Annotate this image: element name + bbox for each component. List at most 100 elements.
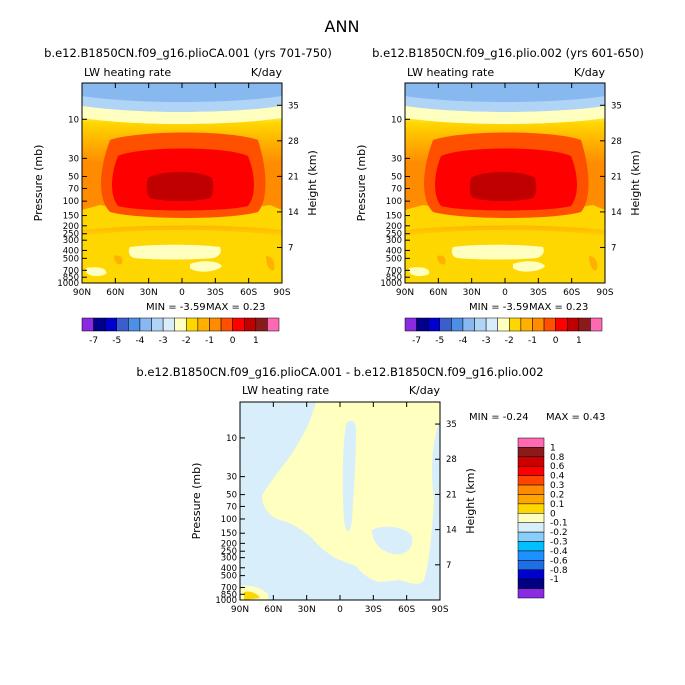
panel-3-min-label: MIN = -0.24 xyxy=(469,412,529,423)
x-tick-label: 60S xyxy=(240,288,257,298)
panel-1-contours xyxy=(82,83,282,283)
y-tick-label: 30 xyxy=(68,154,79,164)
y-tick-label: 200 xyxy=(63,222,79,232)
colorbar-label: 1 xyxy=(576,336,582,346)
y-tick-label: 10 xyxy=(391,115,402,125)
y-tick-label: 250 xyxy=(221,547,237,557)
height-tick-label: 28 xyxy=(288,137,299,147)
x-tick-label: 30S xyxy=(365,605,382,615)
colorbar-label: -2 xyxy=(182,336,191,346)
colorbar-diff-label: -1 xyxy=(550,575,559,585)
height-tick-label: 14 xyxy=(446,526,457,536)
colorbar-label: 0 xyxy=(230,336,236,346)
x-tick-label: 60S xyxy=(563,288,580,298)
y-tick-label: 500 xyxy=(386,254,402,264)
panel-3-title: b.e12.B1850CN.f09_g16.plioCA.001 - b.e12… xyxy=(136,365,543,379)
colorbar-diff-swatch xyxy=(517,578,545,589)
colorbar-diff-label: 0.6 xyxy=(550,462,565,472)
panel-2-min-label: MIN = -3.59 xyxy=(469,302,529,313)
height-tick-label: 35 xyxy=(446,420,457,430)
height-tick-label: 35 xyxy=(288,101,299,111)
colorbar-swatch xyxy=(162,317,175,332)
panel-1-max-label: MAX = 0.23 xyxy=(206,302,265,313)
colorbar-swatch xyxy=(209,317,222,332)
colorbar-swatch xyxy=(81,317,94,332)
y-tick-label: 400 xyxy=(221,564,237,574)
height-tick-label: 28 xyxy=(611,137,622,147)
y2-axis-title: Height (km) xyxy=(629,150,642,216)
x-tick-label: 30N xyxy=(463,288,481,298)
y2-axis-title: Height (km) xyxy=(306,150,319,216)
y-tick-label: 500 xyxy=(221,572,237,582)
colorbar-label: -2 xyxy=(505,336,514,346)
colorbar-diff-label: 0.1 xyxy=(550,500,564,510)
colorbar-diff-label: 0 xyxy=(550,509,556,519)
colorbar-swatch xyxy=(139,317,152,332)
panel-3-axes: 90N 60N 30N 0 30S 60S 90S103050701001502002503… xyxy=(190,402,477,615)
colorbar-swatch xyxy=(232,317,245,332)
colorbar-swatch xyxy=(578,317,591,332)
y-tick-label: 300 xyxy=(386,236,402,246)
y-tick-label: 700 xyxy=(63,266,79,276)
colorbar-diff: 10.80.60.40.30.20.10-0.1-0.2-0.3-0.4-0.6… xyxy=(517,437,568,599)
x-tick-label: 60N xyxy=(264,605,282,615)
y-axis-title: Pressure (mb) xyxy=(190,463,203,540)
y-tick-label: 30 xyxy=(391,154,402,164)
y-tick-label: 700 xyxy=(221,583,237,593)
colorbar-swatch xyxy=(151,317,164,332)
colorbar-swatch xyxy=(128,317,141,332)
height-tick-label: 21 xyxy=(611,172,622,182)
y-tick-label: 50 xyxy=(391,173,402,183)
y-tick-label: 100 xyxy=(386,197,402,207)
colorbar-swatch xyxy=(243,317,257,332)
panel-1-units: K/day xyxy=(251,66,283,79)
x-tick-label: 90S xyxy=(273,288,290,298)
colorbar-swatch xyxy=(255,317,268,332)
panel-2-title: b.e12.B1850CN.f09_g16.plio.002 (yrs 601-… xyxy=(372,46,644,60)
x-tick-label: 0 xyxy=(337,605,343,615)
y-tick-label: 250 xyxy=(386,230,402,240)
colorbar-diff-swatch xyxy=(517,588,545,599)
y-tick-label: 150 xyxy=(63,212,79,222)
y-tick-label: 100 xyxy=(221,515,237,525)
colorbar-label: 0 xyxy=(553,336,559,346)
y-tick-label: 850 xyxy=(221,590,237,600)
colorbar-label: -3 xyxy=(159,336,168,346)
y-tick-label: 700 xyxy=(386,266,402,276)
colorbar-swatch xyxy=(104,317,118,332)
colorbar-swatch xyxy=(451,317,464,332)
colorbar-diff-label: 1 xyxy=(550,443,556,453)
panel-2: b.e12.B1850CN.f09_g16.plio.002 (yrs 601-… xyxy=(355,46,644,313)
height-tick-label: 35 xyxy=(611,101,622,111)
colorbar-diff-swatch xyxy=(517,437,545,448)
panel-2-max-label: MAX = 0.23 xyxy=(529,302,588,313)
colorbar-diff-label: -0.4 xyxy=(550,547,568,557)
y-tick-label: 50 xyxy=(226,491,237,501)
colorbar-swatch xyxy=(174,317,187,332)
y-tick-label: 150 xyxy=(386,212,402,222)
colorbar-diff-swatch xyxy=(517,494,545,505)
panel-2-axes: 90N 60N 30N 0 30S 60S 90S103050701001502002503… xyxy=(355,83,642,298)
y-tick-label: 70 xyxy=(226,502,237,512)
y-tick-label: 10 xyxy=(226,434,237,444)
x-tick-label: 30N xyxy=(298,605,316,615)
y-tick-label: 850 xyxy=(63,273,79,283)
panel-2-units: K/day xyxy=(574,66,606,79)
colorbar-label: -5 xyxy=(112,336,121,346)
panel-3-max-label: MAX = 0.43 xyxy=(546,412,605,423)
colorbar-label: -1 xyxy=(205,336,214,346)
x-tick-label: 30N xyxy=(140,288,158,298)
colorbar-diff-swatch xyxy=(517,522,545,533)
y-axis-title: Pressure (mb) xyxy=(32,145,45,222)
page-title: ANN xyxy=(325,17,360,36)
colorbar-diff-swatch xyxy=(517,513,545,523)
colorbar-swatch xyxy=(404,317,417,332)
colorbar-swatch xyxy=(497,317,510,332)
y-tick-label: 200 xyxy=(386,222,402,232)
y-tick-label: 850 xyxy=(386,273,402,283)
colorbar-diff-label: -0.2 xyxy=(550,528,568,538)
colorbar-diff-swatch xyxy=(517,541,545,552)
panel-3-left-label: LW heating rate xyxy=(242,384,329,397)
panel-3: b.e12.B1850CN.f09_g16.plioCA.001 - b.e12… xyxy=(136,365,605,615)
